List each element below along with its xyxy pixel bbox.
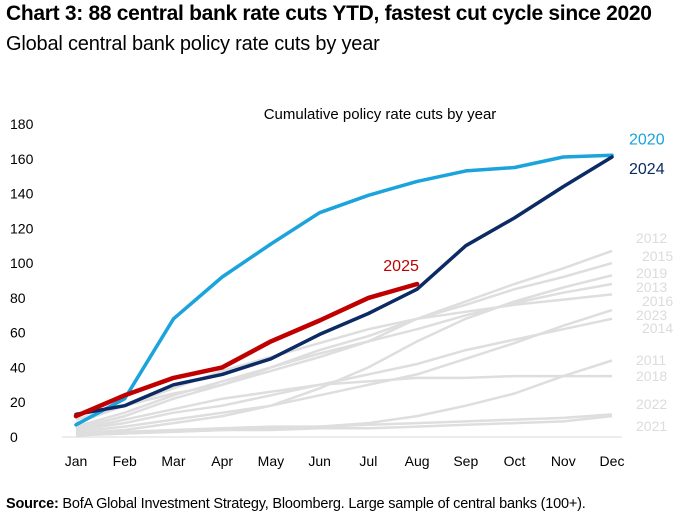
x-tick-label: Jan	[65, 453, 88, 469]
series-label-2013: 2013	[636, 279, 667, 295]
series-label-2018: 2018	[636, 368, 667, 384]
background-series-group	[75, 249, 613, 437]
series-labels-group: 2020 2024 2025 2012 201520192013201620232014…	[383, 131, 673, 434]
series-line-2023	[75, 308, 613, 434]
y-tick-label: 0	[10, 429, 18, 445]
series-line-2025	[73, 281, 420, 419]
x-tick-label: Mar	[161, 453, 185, 469]
series-label-2020: 2020	[629, 131, 665, 148]
series-label-2024: 2024	[629, 161, 665, 178]
series-line-2015	[75, 261, 613, 421]
x-tick-label: Jul	[359, 453, 377, 469]
x-tick-label: Feb	[113, 453, 137, 469]
line-chart: Cumulative policy rate cuts by year 0 20 4…	[10, 106, 673, 469]
highlight-series-group	[73, 153, 614, 427]
y-tick-label: 40	[10, 359, 26, 375]
series-label-2015: 2015	[642, 248, 673, 264]
x-tick-label: Aug	[405, 453, 430, 469]
y-axis: 0 20 40 60 80 100 120 140 160 180	[10, 116, 622, 445]
series-line-2014	[75, 317, 613, 432]
series-line-2018	[75, 374, 612, 432]
series-label-2021: 2021	[636, 418, 667, 434]
series-label-2022: 2022	[636, 396, 667, 412]
series-line-2016	[75, 293, 613, 425]
series-line-2019	[75, 274, 613, 435]
y-tick-label: 60	[10, 325, 26, 341]
source-label: Source:	[6, 496, 59, 512]
series-line-2021	[75, 414, 613, 437]
x-tick-label: Jun	[308, 453, 331, 469]
series-line-2022	[75, 413, 613, 435]
y-tick-label: 80	[10, 290, 26, 306]
y-tick-label: 100	[10, 255, 34, 271]
series-line-2012	[75, 249, 613, 430]
y-tick-label: 140	[10, 186, 34, 202]
y-tick-label: 120	[10, 220, 34, 236]
series-line-2013	[75, 282, 613, 428]
series-label-2011: 2011	[636, 352, 666, 368]
chart-subtitle: Global central bank policy rate cuts by …	[6, 33, 380, 55]
x-tick-label: Apr	[211, 453, 233, 469]
x-tick-label: May	[258, 453, 284, 469]
series-label-2025: 2025	[383, 258, 419, 275]
series-line-2024	[74, 155, 614, 417]
series-label-2023: 2023	[636, 307, 667, 323]
x-tick-label: Oct	[504, 453, 526, 469]
x-tick-label: Sep	[453, 453, 478, 469]
series-label-2019: 2019	[636, 265, 667, 281]
y-tick-label: 180	[10, 116, 34, 132]
series-label-2016: 2016	[642, 293, 673, 309]
source-note: Source: BofA Global Investment Strategy,…	[6, 496, 586, 512]
series-label-2012: 2012	[636, 230, 667, 246]
series-label-2014: 2014	[642, 320, 673, 336]
inner-chart-title: Cumulative policy rate cuts by year	[264, 106, 497, 123]
source-text: BofA Global Investment Strategy, Bloombe…	[58, 496, 586, 512]
series-line-2020	[74, 153, 614, 427]
x-tick-label: Nov	[551, 453, 576, 469]
y-tick-label: 20	[10, 394, 26, 410]
x-tick-label: Dec	[600, 453, 625, 469]
x-axis: Jan Feb Mar Apr May Jun Jul Aug Sep Oct Nov Dec	[65, 453, 625, 469]
y-tick-label: 160	[10, 151, 34, 167]
chart-title: Chart 3: 88 central bank rate cuts YTD, …	[6, 2, 652, 25]
